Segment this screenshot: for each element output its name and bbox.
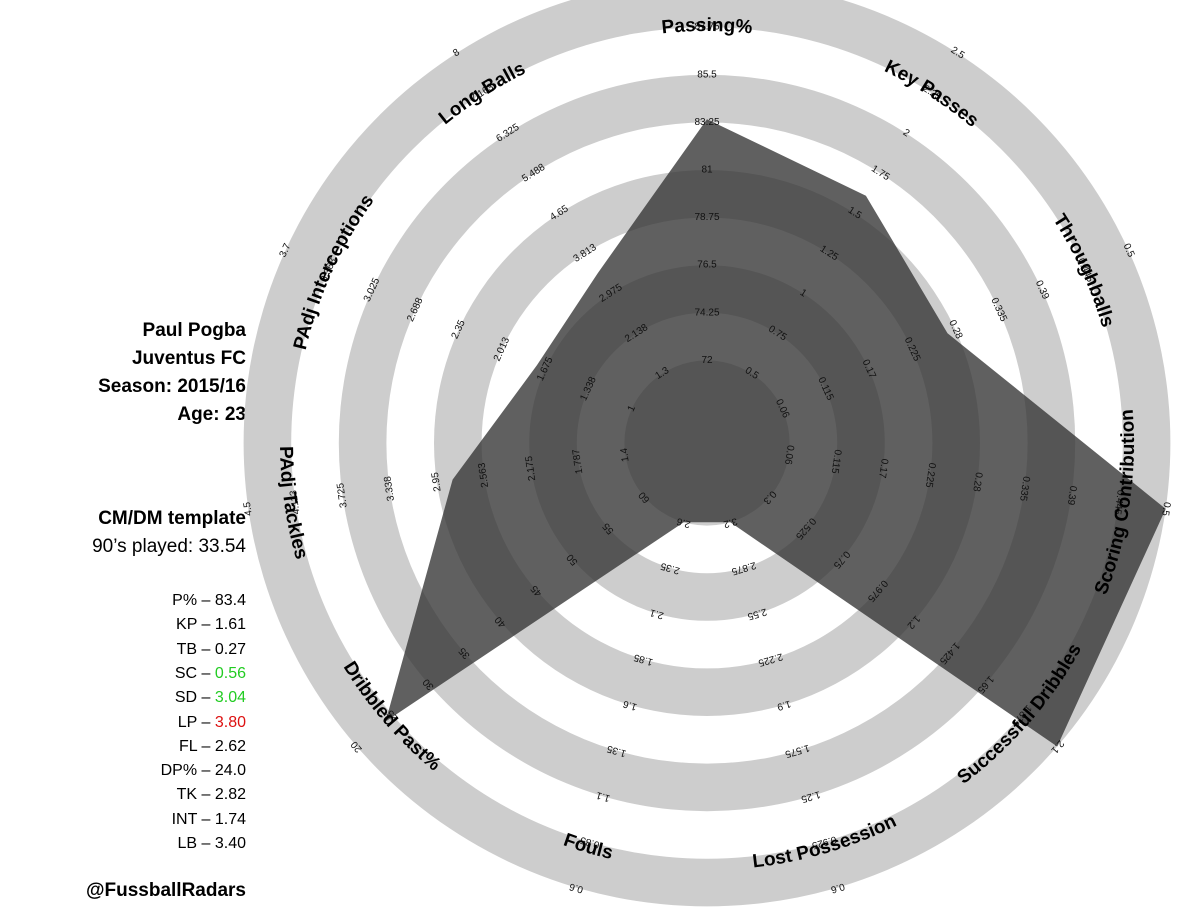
stat-line: P% – 83.4	[172, 592, 246, 610]
stat-value: 3.40	[214, 835, 246, 852]
stat-value: 0.56	[214, 664, 246, 682]
tick-label: 81	[701, 165, 713, 176]
stat-value: 83.4	[214, 592, 246, 609]
tick-label: 0.335	[1017, 475, 1032, 502]
player-info-panel: Paul Pogba Juventus FC Season: 2015/16 A…	[0, 0, 246, 910]
credit-handle: @FussballRadars	[85, 880, 246, 901]
tick-label: 0.28	[970, 471, 984, 492]
tick-label: 2	[901, 127, 912, 139]
template-name: CM/DM template	[98, 508, 246, 529]
stat-line: SC – 0.56	[175, 665, 246, 683]
tick-label: 0.85	[579, 834, 601, 850]
stat-line: FL – 2.62	[179, 738, 246, 756]
tick-label: 0.39	[1065, 485, 1079, 506]
season: Season: 2015/16	[98, 376, 246, 397]
tick-label: 3.725	[335, 482, 350, 509]
tick-label: 0.115	[829, 449, 843, 475]
stat-line: LB – 3.40	[178, 835, 247, 853]
tick-label: 2.55	[746, 606, 768, 622]
stat-value: 2.82	[214, 786, 246, 804]
tick-label: 2.1	[648, 606, 665, 621]
stat-line: TB – 0.27	[177, 641, 246, 659]
stat-value: 2.62	[214, 737, 246, 755]
stat-value: 1.74	[214, 810, 246, 828]
tick-label: 1.6	[621, 698, 638, 713]
nineties-played: 90’s played: 33.54	[92, 536, 246, 557]
tick-label: 83.25	[694, 117, 719, 128]
stat-value: 1.61	[214, 616, 246, 634]
stat-label: SC –	[174, 664, 215, 682]
tick-label: 0.6	[568, 880, 585, 895]
tick-label: 4.5	[242, 501, 255, 517]
stat-value: 24.0	[214, 762, 246, 780]
stat-label: P% –	[172, 592, 215, 609]
tick-label: 2.175	[524, 455, 539, 482]
stat-line: SD – 3.04	[175, 689, 246, 707]
tick-label: 3.338	[382, 475, 397, 502]
tick-label: 1.85	[632, 651, 654, 667]
team-name: Juventus FC	[131, 348, 246, 369]
stat-line: DP% – 24.0	[161, 762, 246, 780]
tick-label: 4.113	[288, 489, 302, 515]
stat-label: LP –	[177, 713, 215, 731]
stat-label: DP% –	[160, 762, 215, 780]
stat-line: TK – 2.82	[177, 786, 246, 804]
tick-label: 2.563	[477, 462, 492, 489]
tick-label: 2.95	[430, 471, 444, 492]
tick-label: 87.75	[694, 22, 719, 33]
stat-label: SD –	[174, 689, 215, 707]
tick-label: 2.6	[675, 515, 692, 530]
axis-label: Passing%	[661, 15, 754, 38]
tick-label: 1.35	[605, 742, 627, 758]
tick-label: 0.225	[923, 462, 938, 489]
tick-label: 8	[451, 47, 462, 59]
tick-label: 1.9	[775, 698, 792, 713]
tick-label: 74.25	[694, 307, 719, 318]
tick-label: 1.787	[571, 448, 586, 475]
tick-label: 1.25	[799, 788, 821, 804]
axis-label-text: Passing%	[661, 15, 754, 38]
stat-label: INT –	[171, 810, 215, 828]
age: Age: 23	[177, 404, 246, 425]
stat-line: KP – 1.61	[176, 616, 246, 634]
tick-label: 1	[798, 287, 809, 299]
tick-label: 3.2	[722, 515, 739, 530]
stat-label: TK –	[176, 786, 215, 804]
stat-line: LP – 3.80	[178, 714, 246, 732]
tick-label: 78.75	[694, 212, 719, 223]
tick-label: 1.1	[595, 789, 612, 804]
stat-label: KP –	[176, 616, 215, 634]
tick-label: 85.5	[697, 69, 717, 80]
stat-value: 0.27	[214, 640, 246, 658]
tick-label: 3.7	[278, 241, 294, 259]
tick-label: 2.35	[659, 560, 681, 576]
tick-label: 0.445	[1111, 489, 1126, 516]
tick-label: 0.6	[829, 880, 846, 895]
stat-value: 3.80	[214, 713, 246, 731]
player-profile-area	[385, 119, 1166, 747]
tick-label: 0.06	[782, 444, 796, 465]
stat-line: INT – 1.74	[172, 811, 246, 829]
stat-value: 3.04	[214, 689, 246, 707]
tick-label: 0.5	[1159, 501, 1172, 517]
stat-label: LB –	[177, 835, 215, 852]
tick-label: 1.4	[619, 447, 632, 463]
tick-label: 1	[626, 403, 638, 413]
tick-label: 0.5	[1121, 242, 1137, 260]
tick-label: 0.17	[876, 458, 890, 479]
tick-label: 76.5	[697, 260, 717, 271]
stat-label: TB –	[176, 640, 215, 658]
tick-label: 72	[701, 355, 713, 366]
stat-label: FL –	[178, 737, 215, 755]
player-name: Paul Pogba	[142, 320, 246, 341]
